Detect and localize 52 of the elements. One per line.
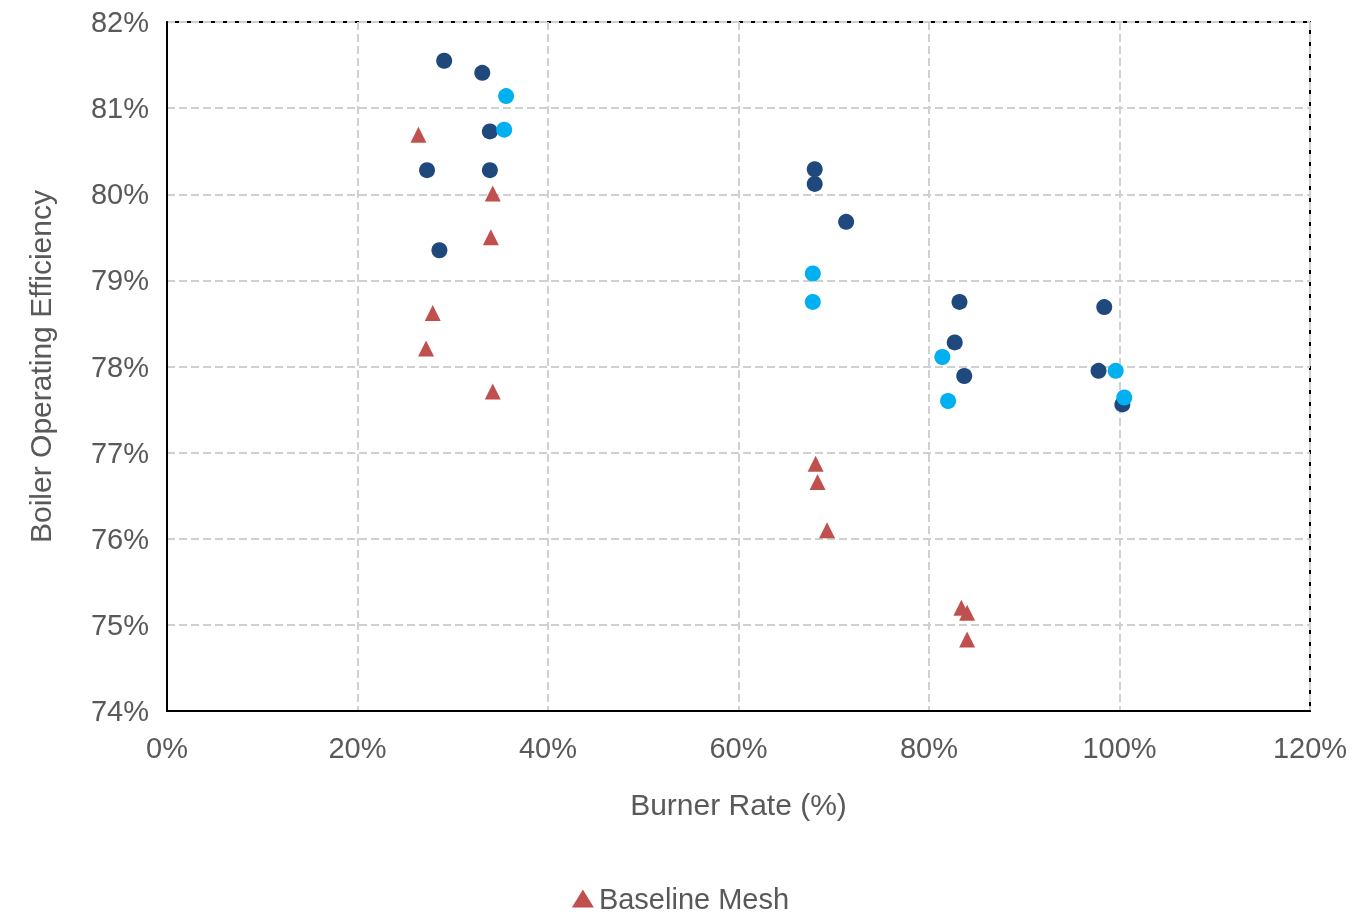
point xyxy=(959,631,976,648)
x-tick-label: 120% xyxy=(1272,731,1348,764)
point xyxy=(498,88,515,105)
point xyxy=(819,522,836,539)
point xyxy=(806,161,823,178)
point xyxy=(1116,389,1133,406)
point xyxy=(484,383,501,400)
x-tick-label: 80% xyxy=(899,731,959,764)
y-axis-title: Boiler Operating Efficiency xyxy=(23,190,57,543)
point xyxy=(1096,299,1113,316)
y-tick-label: 81% xyxy=(90,92,149,125)
y-tick-label: 80% xyxy=(90,178,149,211)
point xyxy=(496,121,513,138)
x-tick-label: 20% xyxy=(328,731,387,764)
point xyxy=(418,340,435,357)
x-tick-label: 0% xyxy=(146,731,188,764)
x-tick-label: 60% xyxy=(709,731,768,764)
y-tick-label: 78% xyxy=(90,350,149,383)
point xyxy=(482,229,499,246)
point xyxy=(807,455,824,472)
point xyxy=(951,293,968,310)
point xyxy=(940,392,957,409)
point xyxy=(431,242,448,259)
y-tick-label: 82% xyxy=(90,6,149,38)
y-tick-label: 77% xyxy=(90,436,149,469)
point xyxy=(838,213,855,230)
legend-label: Baseline Mesh xyxy=(598,882,790,915)
point xyxy=(1090,362,1107,379)
point xyxy=(424,305,441,322)
point xyxy=(474,64,491,81)
y-tick-label: 75% xyxy=(90,608,149,641)
point xyxy=(806,175,823,192)
point xyxy=(959,604,976,621)
point xyxy=(1107,362,1124,379)
point xyxy=(419,162,436,179)
point xyxy=(481,123,498,140)
y-tick-label: 74% xyxy=(90,695,149,727)
point xyxy=(481,162,498,179)
point xyxy=(934,349,951,366)
point xyxy=(956,367,973,384)
point xyxy=(804,265,821,282)
point xyxy=(410,126,427,143)
y-tick-label: 76% xyxy=(90,522,149,555)
point xyxy=(436,52,453,69)
x-axis-title: Burner Rate (%) xyxy=(630,787,847,821)
point xyxy=(804,293,821,310)
point xyxy=(809,473,826,490)
y-tick-label: 79% xyxy=(90,264,149,297)
point xyxy=(946,334,963,351)
point xyxy=(484,185,501,202)
x-tick-label: 40% xyxy=(518,731,578,764)
x-tick-label: 100% xyxy=(1082,731,1157,764)
